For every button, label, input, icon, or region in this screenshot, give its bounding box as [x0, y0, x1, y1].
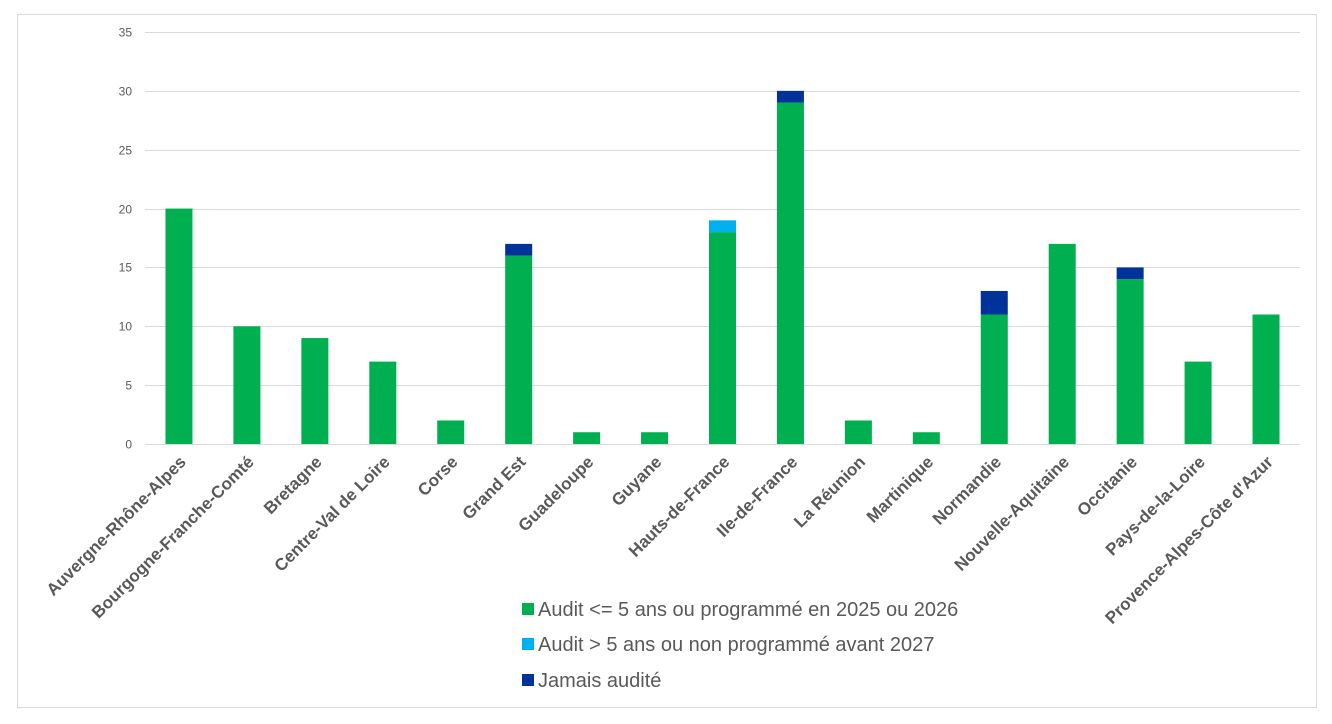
x-category-label: Auvergne-Rhône-Alpes — [43, 452, 190, 599]
bar-normandie-series-2 — [980, 290, 1008, 315]
x-category-label: Occitanie — [1073, 452, 1141, 520]
y-tick-label: 35 — [119, 26, 133, 40]
x-category-label: La Réunion — [790, 452, 869, 531]
x-category-label: Bretagne — [260, 452, 326, 518]
gridlines — [145, 32, 1300, 445]
legend-swatch — [522, 674, 534, 686]
bar-guyane-series-0 — [641, 432, 669, 444]
bars — [165, 90, 1280, 444]
y-tick-label: 5 — [125, 379, 132, 393]
bar-occitanie-series-2 — [1116, 267, 1144, 280]
bar-nouvelle-aquitaine-series-0 — [1048, 243, 1076, 444]
legend-swatch — [522, 603, 534, 615]
y-tick-label: 30 — [119, 85, 133, 99]
bar-bourgogne-franche-comt--series-0 — [233, 326, 261, 444]
x-category-label: Grand Est — [459, 452, 530, 523]
chart-frame — [17, 14, 1317, 708]
bar-grand-est-series-2 — [505, 243, 533, 256]
bar-ile-de-france-series-0 — [776, 102, 804, 444]
y-tick-label: 10 — [119, 320, 133, 334]
bar-occitanie-series-0 — [1116, 279, 1144, 444]
y-tick-label: 0 — [125, 438, 132, 452]
x-category-label: Centre-Val de Loire — [271, 452, 394, 575]
bar-guadeloupe-series-0 — [573, 432, 601, 444]
y-tick-label: 15 — [119, 261, 133, 275]
bar-centre-val-de-loire-series-0 — [369, 361, 397, 444]
bar-normandie-series-0 — [980, 314, 1008, 444]
bar-corse-series-0 — [437, 420, 465, 444]
bar-la-r-union-series-0 — [844, 420, 872, 444]
bar-provence-alpes-c-te-d-azur-series-0 — [1252, 314, 1280, 444]
bar-hauts-de-france-series-0 — [709, 232, 736, 444]
legend-swatch — [522, 638, 534, 650]
bar-bretagne-series-0 — [301, 338, 329, 444]
bar-pays-de-la-loire-series-0 — [1184, 361, 1212, 444]
x-category-label: Corse — [414, 452, 462, 500]
y-axis-ticks: 0 5 10 15 20 25 30 35 — [119, 26, 133, 452]
x-category-label: Martinique — [863, 452, 937, 526]
bar-auvergne-rh-ne-alpes-series-0 — [165, 208, 193, 444]
bar-ile-de-france-series-2 — [776, 90, 804, 103]
x-category-label: Nouvelle-Aquitaine — [951, 452, 1073, 574]
legend-entry-label: Audit <= 5 ans ou programmé en 2025 ou 2… — [538, 599, 958, 621]
bar-grand-est-series-0 — [505, 255, 533, 444]
y-tick-label: 20 — [119, 203, 133, 217]
legend-entry-label: Audit > 5 ans ou non programmé avant 202… — [538, 634, 934, 656]
y-tick-label: 25 — [119, 144, 133, 158]
x-category-label: Guyane — [608, 452, 666, 510]
legend-entry-label: Jamais audité — [538, 670, 661, 692]
bar-martinique-series-0 — [912, 432, 940, 444]
legend: Audit <= 5 ans ou programmé en 2025 ou 2… — [522, 599, 958, 692]
bar-hauts-de-france-series-1 — [709, 220, 736, 233]
